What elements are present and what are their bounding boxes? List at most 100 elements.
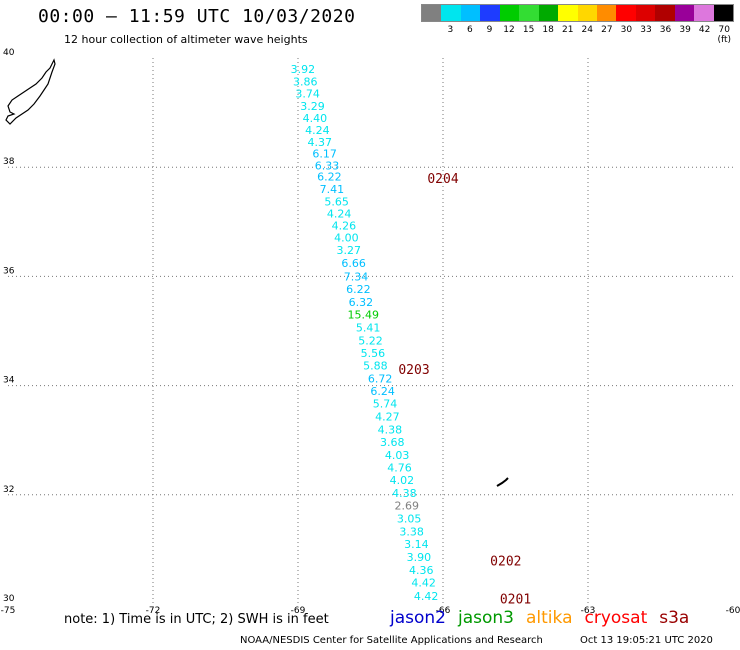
satellite-legend: jason2 jason3 altika cryosat s3a — [390, 608, 701, 628]
pass-time-labels: 0204 0203 0202 0201 — [398, 172, 531, 607]
coastline — [5, 58, 509, 487]
legend-swatch — [596, 5, 617, 21]
legend-level-label: 21 — [561, 25, 574, 35]
legend-level-label: 9 — [486, 25, 493, 35]
wave-height-label: 4.02 — [390, 474, 415, 487]
wave-height-label: 6.66 — [341, 257, 366, 270]
legend-swatch — [422, 5, 442, 21]
wave-height-label: 3.29 — [300, 100, 325, 113]
wave-height-label: 4.42 — [411, 577, 436, 590]
y-tick-label: 34 — [3, 376, 15, 386]
wave-height-label: 5.65 — [324, 196, 349, 209]
legend-swatches — [421, 4, 734, 22]
legend-level-label: 42 — [698, 25, 711, 35]
wave-height-label: 3.27 — [337, 244, 362, 257]
credit-text: NOAA/NESDIS Center for Satellite Applica… — [240, 635, 543, 646]
wave-height-label: 6.32 — [349, 296, 374, 309]
wave-height-label: 7.34 — [344, 270, 369, 283]
wave-height-label: 3.38 — [399, 525, 424, 538]
pass-time-label: 0201 — [500, 593, 531, 608]
wave-height-label: 4.24 — [305, 124, 330, 137]
wave-height-label: 4.00 — [334, 232, 359, 245]
wave-height-label: 5.56 — [361, 347, 386, 360]
wave-height-label: 3.14 — [404, 538, 429, 551]
legend-swatch — [577, 5, 597, 21]
legend-swatch — [655, 5, 675, 21]
wave-height-label: 3.90 — [407, 551, 432, 564]
x-tick-label: -69 — [291, 606, 306, 616]
x-tick-label: -60 — [726, 606, 740, 616]
y-tick-label: 38 — [3, 157, 15, 167]
wave-height-label: 6.17 — [312, 148, 337, 161]
legend-swatch — [460, 5, 481, 21]
legend-level-label: 15 — [522, 25, 535, 35]
wave-height-label: 4.26 — [332, 220, 357, 233]
legend-level-label: 12 — [503, 25, 515, 35]
wave-height-label: 6.72 — [368, 373, 393, 386]
legend-level-label: 70 (ft) — [717, 25, 731, 45]
x-tick-label: -72 — [146, 606, 161, 616]
x-tick-label: -66 — [436, 606, 451, 616]
pass-time-label: 0202 — [490, 554, 521, 569]
satellite-jason2: jason2 — [390, 608, 446, 628]
wave-height-label: 5.88 — [363, 359, 388, 372]
coastline-path — [5, 58, 56, 125]
wave-height-label: 6.24 — [370, 385, 395, 398]
wave-height-label: 4.27 — [375, 411, 400, 424]
wave-height-label: 4.40 — [303, 112, 328, 125]
wave-height-label: 6.22 — [317, 170, 342, 183]
y-tick-label: 32 — [3, 485, 14, 495]
legend-swatch — [674, 5, 695, 21]
legend-level-label: 30 — [620, 25, 633, 35]
legend-swatch — [519, 5, 539, 21]
legend-swatch — [558, 5, 578, 21]
wave-height-label: 3.05 — [397, 512, 422, 525]
wave-height-label: 4.38 — [378, 423, 403, 436]
legend-level-label: 18 — [542, 25, 554, 35]
x-tick-label: -63 — [581, 606, 596, 616]
x-tick-label: -75 — [1, 606, 16, 616]
axis-labels: -75 -72 -69 -66 -63 -60 30 32 34 36 38 40 — [1, 48, 740, 616]
wave-height-label: 3.74 — [295, 87, 320, 100]
wave-height-label: 15.49 — [348, 309, 380, 322]
legend-level-label: 6 — [467, 25, 473, 35]
satellite-altika: altika — [526, 608, 573, 628]
wave-height-label: 7.41 — [320, 183, 345, 196]
wave-height-label: 5.74 — [373, 398, 398, 411]
wave-height-label: 5.22 — [358, 334, 383, 347]
y-tick-label: 36 — [3, 266, 15, 276]
wave-height-label: 3.92 — [291, 63, 316, 76]
legend-level-label: 39 — [679, 25, 691, 35]
legend-swatch — [480, 5, 500, 21]
legend-swatch — [441, 5, 461, 21]
wave-height-label: 4.76 — [387, 462, 412, 475]
legend-swatch — [616, 5, 636, 21]
map-title: 00:00 – 11:59 UTC 10/03/2020 — [38, 6, 356, 27]
wave-height-label: 2.69 — [395, 500, 420, 513]
map-grid — [8, 58, 733, 604]
pass-time-label: 0204 — [427, 172, 458, 187]
legend-level-label: 27 — [601, 25, 613, 35]
bermuda-island — [496, 477, 509, 487]
satellite-jason3: jason3 — [458, 608, 514, 628]
legend-level-label: 36 — [659, 25, 672, 35]
satellite-cryosat: cryosat — [584, 608, 648, 628]
wave-height-label: 3.86 — [293, 75, 318, 88]
legend-level-label: 24 — [581, 25, 593, 35]
color-legend: 3 6 9 12 15 18 21 24 27 30 33 36 39 42 70 (ft) — [421, 4, 734, 45]
wave-height-label: 6.33 — [315, 160, 340, 173]
wave-height-label: 4.38 — [392, 487, 417, 500]
wave-height-label: 4.03 — [385, 449, 410, 462]
legend-swatch — [694, 5, 714, 21]
units-note: note: 1) Time is in UTC; 2) SWH is in fe… — [64, 612, 329, 627]
wave-height-points: 3.923.863.743.294.404.244.376.176.336.22… — [291, 63, 439, 603]
y-tick-label: 30 — [3, 594, 15, 604]
wave-height-label: 4.42 — [414, 590, 439, 603]
legend-labels: 3 6 9 12 15 18 21 24 27 30 33 36 39 42 70 (ft) — [421, 25, 734, 45]
wave-height-label: 5.41 — [356, 322, 381, 335]
pass-time-label: 0203 — [398, 363, 429, 378]
wave-height-label: 4.37 — [308, 136, 333, 149]
legend-swatch — [713, 5, 733, 21]
satellite-s3a: s3a — [659, 608, 690, 628]
